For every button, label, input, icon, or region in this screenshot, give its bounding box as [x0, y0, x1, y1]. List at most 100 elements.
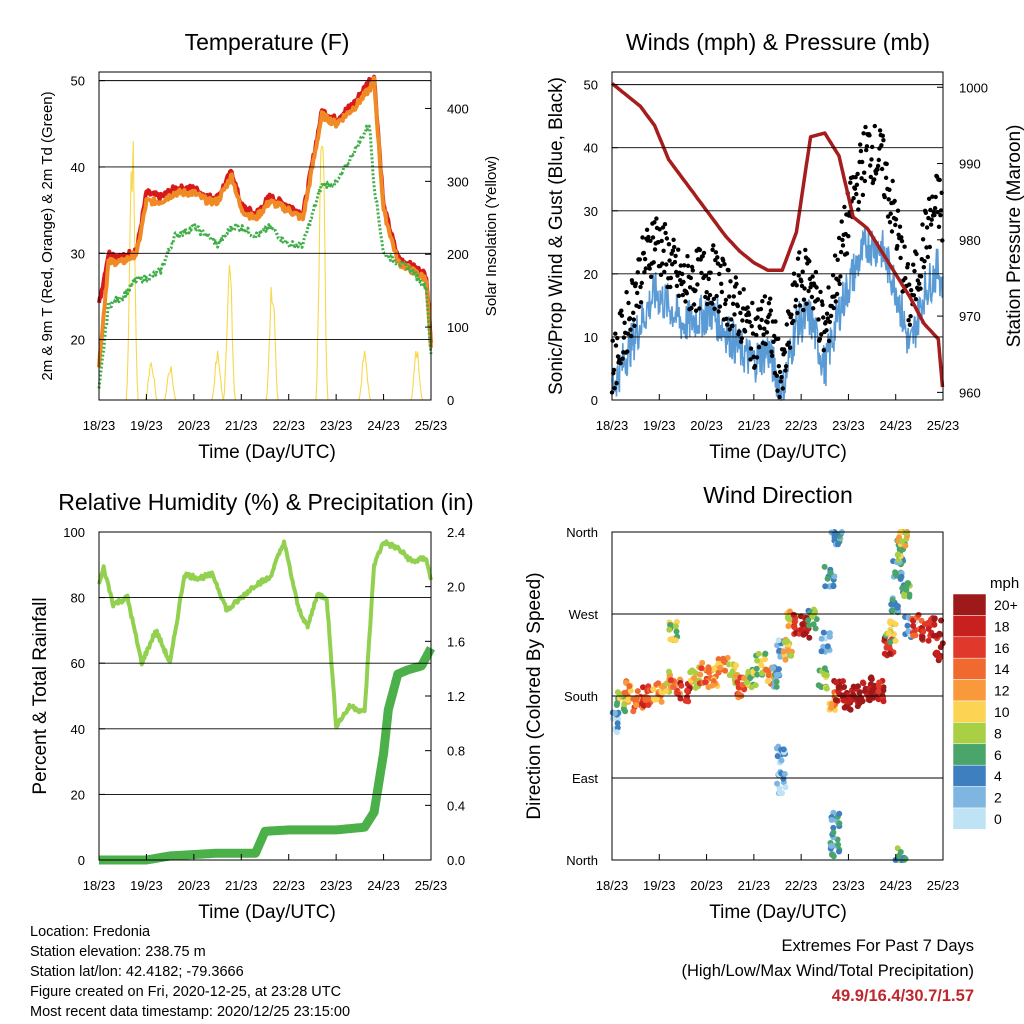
gust-point [820, 302, 825, 307]
x-tick-label: 20/23 [178, 418, 211, 433]
gust-point [706, 276, 711, 282]
gust-point [611, 367, 617, 373]
direction-point [915, 611, 922, 618]
gust-point [783, 364, 789, 369]
direction-point [609, 715, 616, 722]
gust-point [779, 374, 784, 380]
direction-point [824, 575, 831, 582]
y-tick-label: 20 [584, 267, 598, 282]
gust-point [862, 170, 867, 175]
direction-point [733, 662, 739, 669]
gust-point [912, 268, 917, 274]
direction-point [812, 608, 819, 615]
gust-point [854, 182, 860, 187]
gust-point [737, 290, 742, 295]
y-tick-label: East [572, 771, 598, 786]
humidity-left-axis-label: Percent & Total Rainfall [30, 597, 51, 794]
gust-point [864, 147, 869, 153]
gust-point [752, 363, 758, 369]
y-tick-label-right: 0.8 [447, 744, 465, 759]
gust-point [622, 320, 627, 325]
direction-point [833, 679, 840, 686]
direction-point [828, 817, 835, 823]
gust-point [704, 290, 709, 295]
gust-point [796, 273, 801, 278]
gust-point [859, 176, 864, 181]
gust-point [734, 281, 739, 287]
direction-point [788, 652, 795, 659]
gust-point [872, 177, 877, 182]
gust-point [876, 157, 881, 163]
direction-point [684, 687, 690, 694]
gust-point [746, 312, 752, 317]
gust-point [882, 194, 887, 200]
gust-point [844, 251, 850, 256]
gust-point [667, 258, 672, 263]
gust-point [920, 237, 926, 242]
gust-point [615, 354, 621, 359]
direction-point [785, 616, 792, 622]
direction-point [666, 668, 672, 675]
gust-point [699, 270, 704, 276]
gust-point [807, 259, 812, 264]
direction-point [898, 573, 905, 580]
gust-point [836, 235, 842, 241]
x-tick-label: 22/23 [272, 878, 305, 893]
gust-point [926, 215, 931, 221]
x-tick-label: 25/23 [927, 878, 960, 893]
gust-point [640, 235, 645, 240]
gust-point [795, 256, 801, 261]
direction-point [627, 687, 634, 694]
gust-point [773, 319, 778, 324]
y-tick-label-right: 960 [959, 385, 981, 400]
gust-point [893, 222, 898, 228]
direction-point [805, 617, 812, 624]
gust-point [770, 353, 775, 358]
gust-point [808, 285, 813, 290]
gust-point [701, 250, 707, 256]
gust-point [899, 235, 904, 240]
direction-point [887, 619, 894, 626]
y-tick-label-right: 2.0 [447, 580, 465, 595]
direction-point [781, 771, 788, 777]
gust-point [881, 138, 886, 143]
gust-point [776, 364, 781, 369]
gust-point [833, 299, 838, 304]
colorbar-label: 16 [994, 640, 1010, 656]
colorbar-swatch [952, 722, 987, 745]
y-tick-label-right: 2.4 [447, 525, 465, 540]
gust-point [643, 266, 648, 271]
colorbar-label: 8 [994, 725, 1002, 741]
gust-point [676, 293, 682, 298]
y-tick-label-right: 0 [447, 393, 454, 408]
direction-point [904, 622, 911, 629]
colorbar-label: 4 [994, 768, 1002, 784]
gust-point [610, 338, 615, 343]
direction-point [840, 678, 846, 685]
gust-point [883, 175, 889, 180]
x-tick-label: 25/23 [927, 418, 960, 433]
direction-point [920, 628, 927, 635]
gust-point [619, 313, 625, 318]
gust-point [794, 283, 799, 288]
extremes-subheading: (High/Low/Max Wind/Total Precipitation) [681, 962, 974, 980]
gust-point [618, 361, 623, 366]
x-tick-label: 25/23 [415, 418, 448, 433]
gust-point [797, 250, 802, 255]
gust-point [724, 316, 729, 321]
gust-point [848, 180, 853, 185]
station-elevation: Station elevation: 238.75 m [30, 944, 206, 960]
direction-point [650, 686, 657, 693]
y-tick-label: 0 [78, 853, 85, 868]
gust-point [613, 331, 618, 336]
gust-point [621, 335, 627, 340]
direction-point [781, 639, 788, 646]
gust-point [922, 259, 927, 264]
gust-point [903, 276, 908, 281]
gust-point [731, 294, 736, 299]
humidity-x-axis-label: Time (Day/UTC) [198, 902, 336, 923]
gust-point [738, 310, 743, 316]
gust-point [887, 220, 893, 225]
direction-point [875, 696, 882, 703]
gust-point [756, 345, 762, 350]
